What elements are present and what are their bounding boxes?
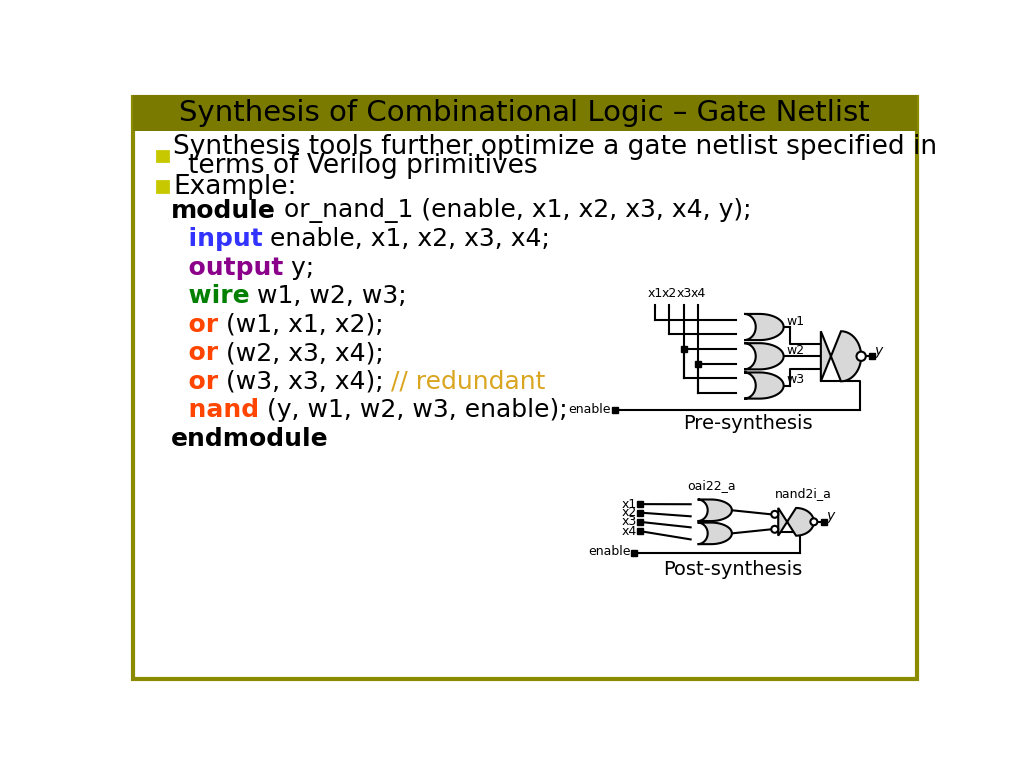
Text: or_nand_1 (enable, x1, x2, x3, x4, y);: or_nand_1 (enable, x1, x2, x3, x4, y); — [275, 198, 751, 223]
Polygon shape — [744, 314, 783, 340]
Text: x1: x1 — [647, 287, 663, 300]
Text: x2: x2 — [622, 506, 636, 519]
Text: or: or — [171, 341, 218, 366]
Text: enable, x1, x2, x3, x4;: enable, x1, x2, x3, x4; — [262, 227, 550, 251]
Text: or: or — [171, 313, 218, 336]
Text: w2: w2 — [786, 344, 805, 357]
Text: Post-synthesis: Post-synthesis — [663, 560, 802, 579]
Text: (w3, x3, x4);: (w3, x3, x4); — [218, 369, 391, 394]
Text: enable: enable — [568, 403, 611, 416]
Text: x3: x3 — [622, 515, 636, 528]
Text: y;: y; — [283, 256, 314, 280]
Text: x2: x2 — [662, 287, 677, 300]
Text: w3: w3 — [786, 373, 805, 386]
Text: x3: x3 — [677, 287, 692, 300]
Polygon shape — [744, 372, 783, 399]
Text: output: output — [171, 256, 283, 280]
Text: x4: x4 — [622, 525, 636, 538]
Polygon shape — [778, 508, 814, 536]
Text: or: or — [171, 369, 218, 394]
Text: y: y — [826, 509, 835, 523]
Text: nand2i_a: nand2i_a — [775, 487, 833, 500]
Polygon shape — [821, 331, 861, 381]
Text: y: y — [874, 344, 883, 358]
FancyBboxPatch shape — [158, 181, 168, 192]
Text: w1, w2, w3;: w1, w2, w3; — [249, 284, 407, 308]
Text: endmodule: endmodule — [171, 427, 329, 451]
Text: oai22_a: oai22_a — [687, 478, 736, 492]
Text: w1: w1 — [786, 315, 805, 328]
Circle shape — [771, 511, 778, 518]
Text: input: input — [171, 227, 262, 251]
Text: (w2, x3, x4);: (w2, x3, x4); — [218, 341, 384, 366]
Circle shape — [856, 352, 866, 361]
Text: wire: wire — [171, 284, 249, 308]
FancyBboxPatch shape — [133, 97, 916, 679]
Text: // redundant: // redundant — [391, 369, 546, 394]
Text: x1: x1 — [622, 498, 636, 511]
Text: Synthesis of Combinational Logic – Gate Netlist: Synthesis of Combinational Logic – Gate … — [179, 99, 870, 127]
Text: enable: enable — [589, 545, 631, 558]
FancyBboxPatch shape — [158, 151, 168, 161]
Polygon shape — [744, 343, 783, 369]
Circle shape — [810, 518, 817, 525]
Text: Synthesis tools further optimize a gate netlist specified in: Synthesis tools further optimize a gate … — [173, 134, 937, 160]
Text: terms of Verilog primitives: terms of Verilog primitives — [188, 153, 538, 179]
Circle shape — [771, 526, 778, 533]
FancyBboxPatch shape — [133, 95, 916, 131]
Text: Example:: Example: — [173, 174, 297, 200]
Polygon shape — [697, 522, 732, 545]
Text: (y, w1, w2, w3, enable);: (y, w1, w2, w3, enable); — [259, 398, 567, 422]
Polygon shape — [697, 499, 732, 521]
Text: (w1, x1, x2);: (w1, x1, x2); — [218, 313, 383, 336]
Text: Pre-synthesis: Pre-synthesis — [683, 414, 813, 432]
Text: module: module — [171, 199, 275, 223]
Text: nand: nand — [171, 398, 259, 422]
Text: x4: x4 — [691, 287, 706, 300]
